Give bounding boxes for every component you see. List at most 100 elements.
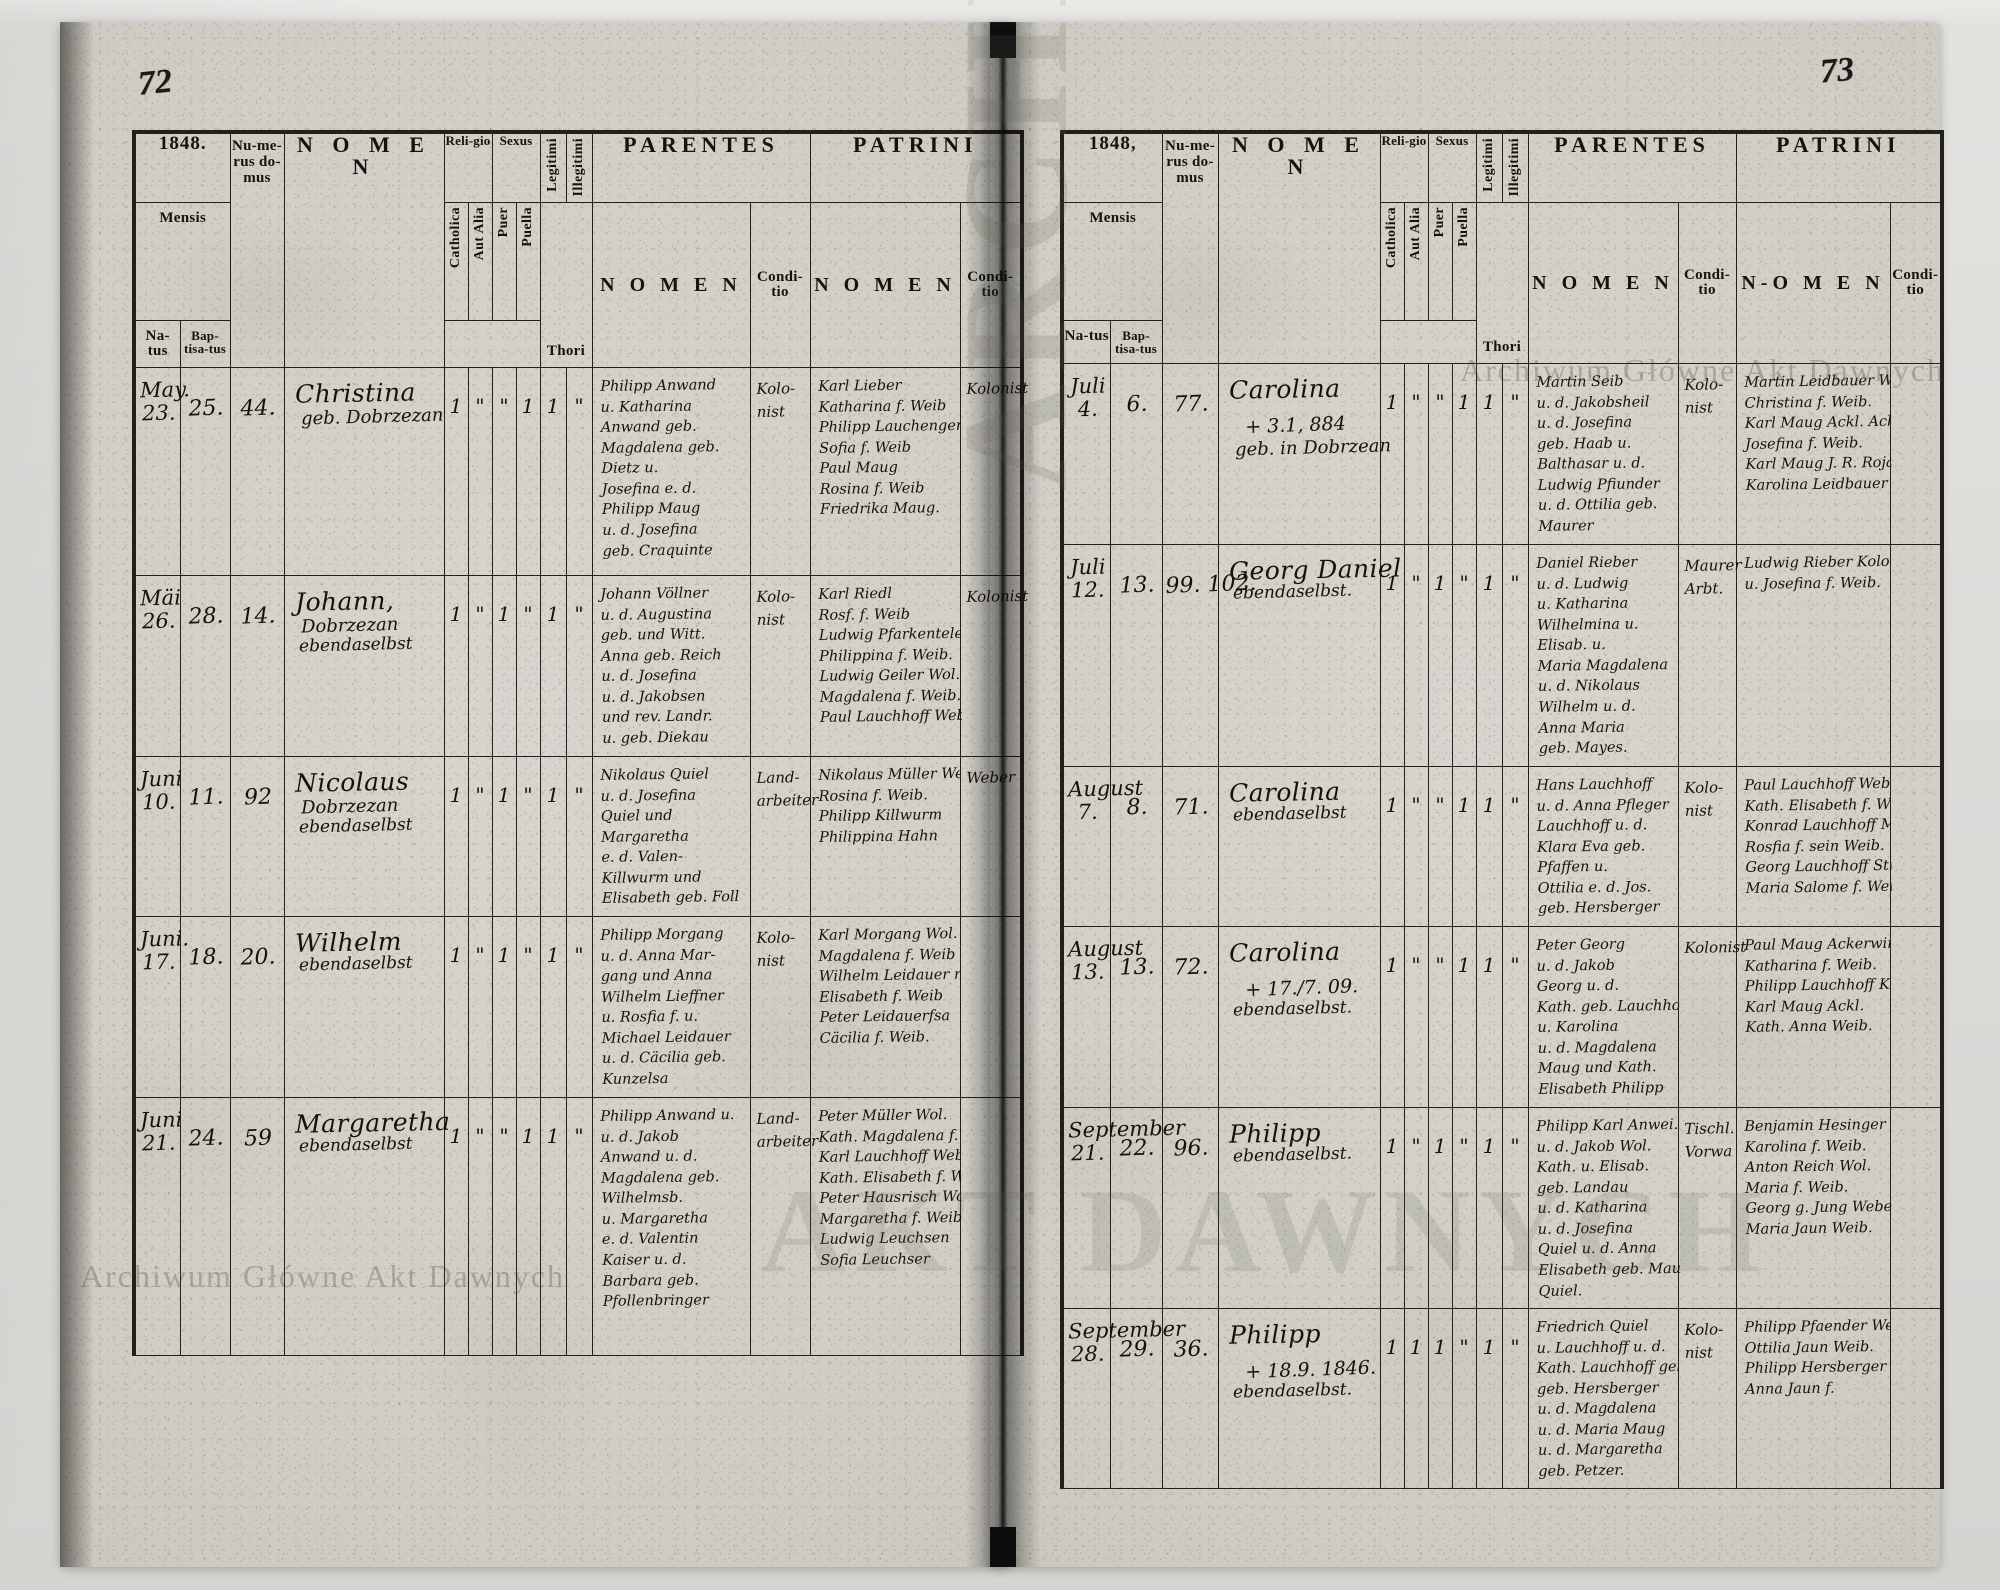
entry-puella: " (1451, 1106, 1477, 1309)
entry-puella: 1 (1451, 925, 1477, 1108)
ms-line: Philipp Killwurm (818, 807, 942, 826)
entry-house-number: 20. (239, 944, 276, 971)
entry-given-name: Wilhelm (294, 926, 402, 958)
entry-puer: " (491, 367, 517, 577)
entry-legitimi: 1 (539, 367, 567, 577)
ms-line: u. geb. Diekau (601, 729, 709, 748)
entry-puella: 1 (1451, 765, 1477, 927)
mark-puella: 1 (1457, 792, 1471, 817)
ms-line: u. d. Nikolaus (1537, 677, 1640, 696)
ms-line: Rosfia f. sein Weib. (1744, 837, 1885, 856)
entry-house-number: 59 (243, 1125, 272, 1152)
ms-line: Michael Leidauer (601, 1029, 731, 1047)
entry-parentes-nomen: Martin Seib u. d. Jakobsheil u. d. Josefin… (1527, 363, 1679, 546)
register-entry-row[interactable]: Juni 10. 11. 92 Nicolaus Dobrzezan ebendaselbs… (132, 756, 1025, 918)
header-parentes-conditio: Condi-tio (1677, 202, 1737, 365)
mark-puella: " (523, 943, 533, 968)
entry-month: Juni (139, 1107, 183, 1133)
ms-line: Wilhelm u. d. (1537, 698, 1636, 716)
entry-nomen-cell: Margaretha ebendaselbst (283, 1096, 450, 1356)
mark-puer: 1 (1433, 571, 1447, 596)
register-entry-row[interactable]: Mäi 26. 28. 14. Johann, Dobrzezan ebendaselbst… (132, 575, 1028, 758)
ms-line: geb. Craquinte (601, 542, 713, 560)
mark-puer: 1 (1433, 1334, 1447, 1359)
header-patrini: PATRINI (809, 130, 1025, 204)
entry-legitimi: 1 (1475, 1106, 1503, 1309)
mark-illegitimi: " (1510, 390, 1520, 415)
mark-legitimi: 1 (1482, 952, 1496, 977)
ms-line: Magdalena f. Weib (817, 946, 955, 965)
ms-line: Land- (755, 1108, 800, 1128)
entry-legitimi: 1 (1475, 363, 1503, 546)
register-entry-row[interactable]: May. 23. 25. 44. Christina geb. Dobrzezan 1 " " 1… (132, 367, 1028, 577)
ms-line: u. d. Jakob (1535, 957, 1615, 975)
entry-natus: August 7. (1060, 765, 1143, 927)
ms-line: geb. und Witt. (600, 627, 705, 645)
register-entry-row[interactable]: September 21. 22. 96. Philipp ebendaselbst. 1 "… (1060, 1106, 1945, 1309)
register-entry-row[interactable]: September 28. 29. 36. Philipp + 18.9. 1846. eb… (1060, 1307, 1945, 1490)
ms-line: u. d. Jakob Wol. (1535, 1137, 1651, 1155)
ms-line: Wilhelm Lieffner (600, 988, 724, 1006)
register-entry-row[interactable]: Juni 21. 24. 59 Margaretha ebendaselbst 1 " " 1 1 "… (132, 1096, 1025, 1356)
entry-month: Juni. (139, 926, 190, 952)
register-entry-row[interactable]: Juli 4. 6. 77. Carolina + 3.1, 884 geb. in Dob… (1060, 363, 1945, 546)
ms-line: Sofia f. Weib (818, 439, 911, 458)
ms-line: Maria Magdalena (1537, 657, 1668, 675)
ms-line: Nikolaus Müller Weber (817, 765, 961, 784)
ms-line: Katharina f. Weib (817, 398, 946, 416)
entry-patrini-conditio (959, 916, 1025, 1098)
header-numerus-domus: Nu-me-rus do-mus (229, 130, 285, 369)
entry-illegitimi: " (1501, 544, 1529, 767)
entry-month: August (1067, 935, 1144, 962)
entry-catholica: 1 (443, 575, 469, 758)
register-entry-row[interactable]: August 13. 13. 72. Carolina + 17./7. 09. ebend… (1060, 925, 1945, 1108)
register-entry-row[interactable]: August 7. 8. 71. Carolina ebendaselbst 1 " " 1 1 " H… (1060, 765, 1945, 927)
mark-aut-alia: " (475, 394, 485, 419)
register-entry-row[interactable]: Juni. 17. 18. 20. Wilhelm ebendaselbst 1 " 1 " 1 " P… (132, 916, 1025, 1098)
entry-baptisatus: 8. (1109, 765, 1163, 927)
ms-line: Kath. Elisabeth f. Weib. (818, 1167, 963, 1187)
entry-natus: August 13. (1060, 925, 1144, 1108)
entry-nomen-cell: Georg Daniel ebendaselbst. (1217, 544, 1401, 767)
header-aut-alia: Aut Alia (467, 202, 493, 322)
ms-line: u. d. Cäcilia geb. (601, 1049, 726, 1068)
entry-nomen-cell: Carolina + 3.1, 884 geb. in Dobrzean (1217, 363, 1391, 546)
register-entry-row[interactable]: Juli 12. 13. 99. 102. Georg Daniel ebendaselb… (1060, 544, 1945, 767)
entry-nomen-cell: Johann, Dobrzezan ebendaselbst (283, 575, 445, 758)
ms-line: Maria f. Weib. (1744, 1178, 1848, 1197)
mark-puella: " (1459, 1334, 1469, 1359)
entry-natus-day: 17. (141, 949, 176, 975)
header-row-1: 1848. Nu-me-rus do-mus N O M E N Reli-gi… (132, 130, 1025, 369)
mark-legitimi: 1 (546, 943, 560, 968)
mark-puer: " (1435, 390, 1445, 415)
ms-line: Paul Maug (818, 460, 898, 478)
entry-patrini-conditio (1889, 925, 1945, 1108)
mark-illegitimi: " (1510, 792, 1520, 817)
entry-puer: 1 (491, 575, 517, 758)
entry-catholica: 1 (443, 1096, 469, 1356)
header-legitimi: Legitimi (539, 130, 567, 204)
header-thori: Thori (1475, 202, 1529, 365)
ms-line: Kath. u. Elisab. (1536, 1158, 1649, 1176)
mark-puella: 1 (521, 394, 535, 419)
ms-line: Kath. Anna Weib. (1744, 1018, 1873, 1037)
entry-ditto-note: ebendaselbst. (1232, 580, 1352, 604)
folio-number-right: 73 (1818, 50, 1856, 91)
entry-parentes-nomen: Daniel Rieber u. d. Ludwig u. Katharina Wil… (1527, 544, 1679, 767)
ms-line: Philipp Morgang (599, 926, 724, 945)
header-row-2: Mensis Catholica Aut Alia Puer Puella Th… (1060, 202, 1945, 365)
ms-line: Philipp Maug (601, 501, 700, 519)
entry-parentes-nomen: Philipp Karl Anwei. u. d. Jakob Wol. Kath.… (1527, 1106, 1680, 1309)
entry-numerus-domus: 72. (1161, 925, 1219, 1108)
entry-month: Juli (1069, 373, 1106, 399)
entry-natus: Juli 12. (1060, 544, 1111, 767)
entry-aut-alia: " (1403, 765, 1429, 927)
entry-month: Juni (139, 766, 183, 792)
entry-parentes-conditio: Kolo-nist (749, 916, 811, 1098)
mark-catholica: 1 (1385, 1334, 1399, 1359)
ms-line: Konrad Lauchhoff Maurer (1744, 816, 1892, 835)
mark-aut-alia: " (1411, 952, 1421, 977)
ms-line: nist (1684, 1343, 1713, 1362)
entry-house-number: 92 (243, 784, 272, 811)
entry-baptisatus: 29. (1109, 1307, 1163, 1490)
